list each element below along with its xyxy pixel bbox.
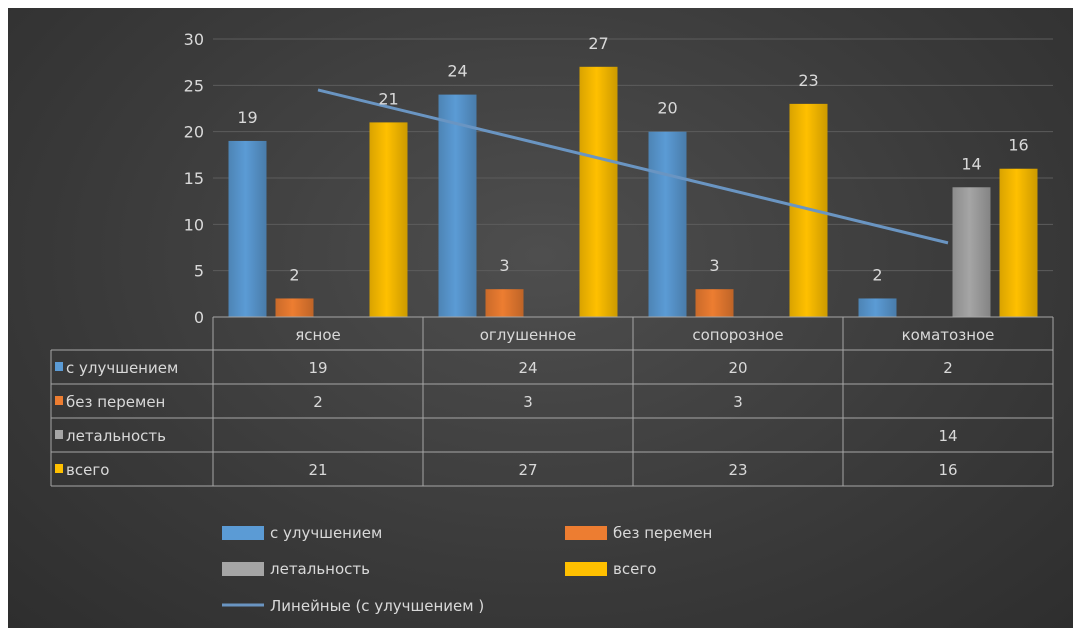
table-cell: 3 <box>523 393 533 411</box>
data-label: 23 <box>798 71 818 90</box>
y-tick-label: 30 <box>184 30 204 49</box>
legend: с улучшением без перемен летальность всего Л… <box>222 524 712 615</box>
table-cell: 14 <box>938 427 957 445</box>
category-label: сопорозное <box>692 326 783 344</box>
legend-swatch <box>565 562 607 576</box>
legend-label: без перемен <box>613 524 712 542</box>
bar <box>999 168 1038 317</box>
table-cell: 3 <box>733 393 743 411</box>
category-label: ясное <box>295 326 340 344</box>
bar <box>438 94 477 317</box>
table-cell: 27 <box>518 461 537 479</box>
category-label: оглушенное <box>480 326 577 344</box>
y-tick-label: 0 <box>194 308 204 327</box>
trendline-line <box>317 88 949 245</box>
legend-swatch <box>222 526 264 540</box>
table-cell: 16 <box>938 461 957 479</box>
row-legend-key <box>55 430 63 439</box>
row-label: без перемен <box>66 393 165 411</box>
data-label: 20 <box>657 99 677 118</box>
bar <box>695 289 734 317</box>
y-tick-label: 10 <box>184 215 204 234</box>
data-label: 21 <box>378 89 398 108</box>
legend-swatch <box>222 562 264 576</box>
legend-label: летальность <box>270 560 370 578</box>
chart-frame: 0 5 10 15 20 25 30 19 24 20 2 2 3 3 14 21 27 23 16 ясное о… <box>8 8 1073 628</box>
data-table: ясное оглушенное сопорозное коматозное с улу… <box>50 316 1054 487</box>
data-label: 19 <box>237 108 257 127</box>
data-label: 3 <box>499 256 509 275</box>
data-label: 24 <box>447 62 467 81</box>
bar <box>275 298 314 317</box>
row-legend-key <box>55 362 63 371</box>
table-cell: 21 <box>308 461 327 479</box>
data-label: 2 <box>289 265 299 284</box>
table-cell: 20 <box>728 359 747 377</box>
table-cell: 23 <box>728 461 747 479</box>
bar <box>648 131 687 317</box>
legend-label: с улучшением <box>270 524 382 542</box>
trendline <box>317 88 949 245</box>
bar <box>579 66 618 317</box>
data-label: 16 <box>1008 136 1028 155</box>
bars <box>228 66 1038 318</box>
data-label: 27 <box>588 34 608 53</box>
bar <box>228 140 267 317</box>
legend-swatch <box>565 526 607 540</box>
row-label: летальность <box>66 427 166 445</box>
data-label: 3 <box>709 256 719 275</box>
row-legend-key <box>55 464 63 473</box>
y-tick-label: 5 <box>194 262 204 281</box>
y-axis: 0 5 10 15 20 25 30 <box>184 30 204 327</box>
bar <box>369 122 408 318</box>
bar <box>952 187 991 317</box>
table-cell: 2 <box>313 393 323 411</box>
row-label: всего <box>66 461 109 479</box>
bar <box>485 289 524 317</box>
table-cell: 19 <box>308 359 327 377</box>
data-label: 2 <box>872 265 882 284</box>
row-legend-key <box>55 396 63 405</box>
gridlines <box>213 38 1053 318</box>
table-cell: 24 <box>518 359 537 377</box>
category-label: коматозное <box>902 326 995 344</box>
legend-label: всего <box>613 560 656 578</box>
y-tick-label: 15 <box>184 169 204 188</box>
y-tick-label: 25 <box>184 76 204 95</box>
bar <box>858 298 897 317</box>
row-label: с улучшением <box>66 359 178 377</box>
legend-label: Линейные (с улучшением ) <box>270 597 484 615</box>
table-cell: 2 <box>943 359 953 377</box>
data-label: 14 <box>961 154 981 173</box>
y-tick-label: 20 <box>184 123 204 142</box>
